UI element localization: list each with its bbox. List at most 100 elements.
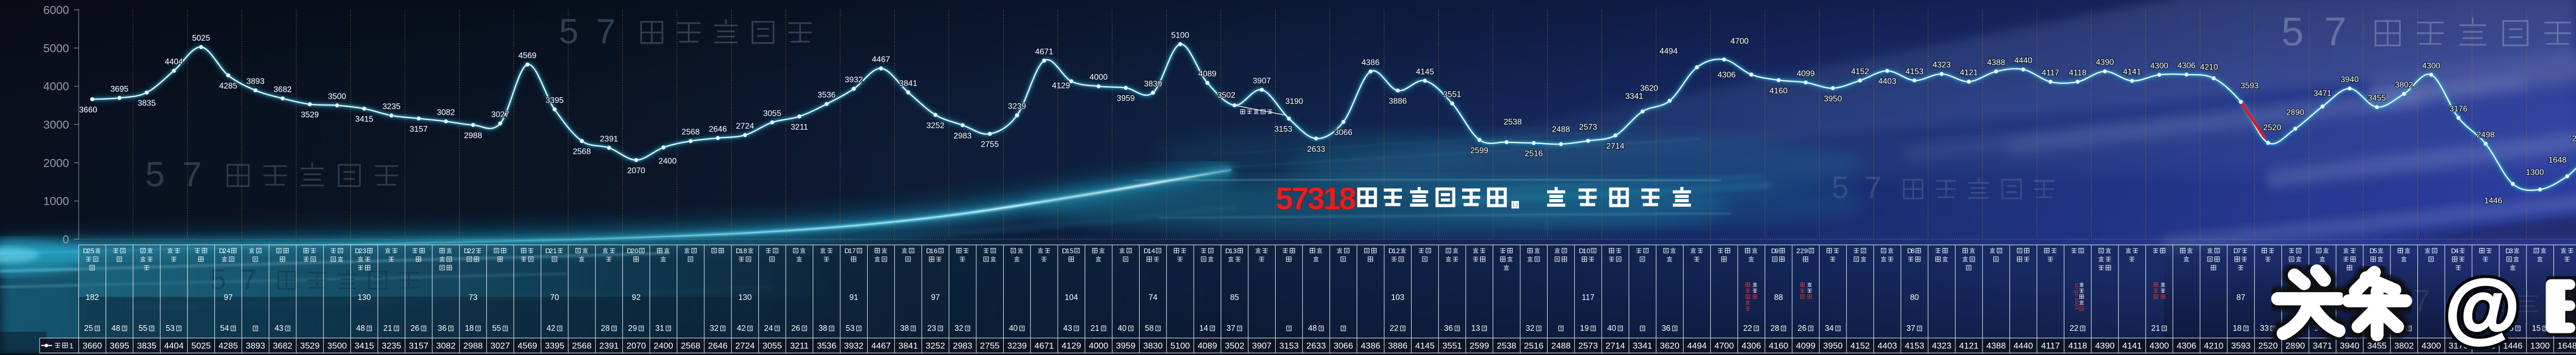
svg-text:4089: 4089	[1198, 70, 1216, 79]
svg-text:55: 55	[492, 324, 501, 333]
svg-text:2714: 2714	[1605, 341, 1625, 351]
svg-text:7: 7	[2324, 9, 2346, 54]
svg-text:9: 9	[1804, 247, 1808, 255]
svg-text:4129: 4129	[1052, 82, 1070, 91]
svg-text:3415: 3415	[354, 341, 374, 351]
svg-text:4390: 4390	[2095, 341, 2115, 351]
svg-text:D: D	[1144, 247, 1149, 255]
svg-text:28: 28	[601, 324, 609, 333]
svg-text:130: 130	[358, 293, 371, 302]
svg-text:3502: 3502	[1217, 91, 1235, 100]
svg-text:2: 2	[471, 247, 475, 255]
svg-text:4440: 4440	[2013, 341, 2033, 351]
svg-text:5: 5	[145, 155, 165, 194]
svg-text:4386: 4386	[1362, 59, 1380, 67]
svg-text:3471: 3471	[2313, 90, 2331, 98]
svg-text:2988: 2988	[463, 341, 483, 351]
svg-text:5025: 5025	[192, 34, 210, 43]
svg-text:3082: 3082	[436, 341, 455, 351]
svg-text:7: 7	[596, 12, 616, 51]
svg-text:1: 1	[739, 247, 743, 255]
svg-text:2724: 2724	[735, 341, 755, 351]
svg-text:1: 1	[553, 247, 556, 255]
svg-text:D: D	[1907, 247, 1912, 255]
svg-text:1446: 1446	[2503, 341, 2522, 351]
svg-text:130: 130	[738, 293, 752, 302]
svg-text:2988: 2988	[464, 131, 482, 140]
svg-text:3341: 3341	[1625, 92, 1643, 101]
svg-text:4: 4	[2455, 247, 2459, 255]
svg-text:3176: 3176	[2449, 104, 2467, 113]
svg-text:28: 28	[1770, 324, 1779, 333]
svg-text:3341: 3341	[1633, 341, 1652, 351]
svg-text:D: D	[219, 247, 224, 255]
svg-text:55: 55	[139, 324, 147, 333]
svg-text:5: 5	[1070, 247, 1073, 255]
svg-text:58: 58	[1145, 324, 1154, 333]
svg-text:3529: 3529	[300, 341, 319, 351]
svg-text:3471: 3471	[2313, 341, 2332, 351]
svg-text:4403: 4403	[1877, 341, 1897, 351]
svg-text:3055: 3055	[762, 341, 782, 351]
svg-text:1: 1	[1583, 247, 1586, 255]
svg-text:D: D	[627, 247, 632, 255]
svg-text:48: 48	[1308, 324, 1317, 333]
svg-text:D: D	[2233, 247, 2239, 255]
svg-text:4117: 4117	[2042, 69, 2059, 78]
svg-text:3153: 3153	[1274, 125, 1292, 134]
svg-text:21: 21	[1091, 324, 1099, 333]
svg-text:32: 32	[1526, 324, 1534, 333]
svg-text:D: D	[1225, 247, 1230, 255]
svg-text:3802: 3802	[2394, 341, 2414, 351]
svg-text:2: 2	[468, 247, 471, 255]
svg-text:4306: 4306	[1741, 341, 1761, 351]
svg-text:2: 2	[631, 247, 634, 255]
svg-text:42: 42	[547, 324, 555, 333]
svg-text:48: 48	[111, 324, 120, 333]
svg-text:2: 2	[1797, 247, 1800, 255]
svg-text:3239: 3239	[1008, 102, 1026, 111]
svg-text:4285: 4285	[219, 82, 237, 91]
svg-text:2: 2	[87, 247, 91, 255]
svg-text:43: 43	[1063, 324, 1072, 333]
svg-text:2599: 2599	[1470, 146, 1488, 155]
svg-text:24: 24	[764, 324, 773, 333]
svg-text:87: 87	[2236, 293, 2245, 302]
svg-text:3835: 3835	[137, 341, 157, 351]
svg-text:3235: 3235	[382, 341, 401, 351]
svg-text:8: 8	[1911, 247, 1914, 255]
svg-text:1: 1	[1066, 247, 1070, 255]
svg-text:4153: 4153	[1905, 67, 1923, 76]
svg-text:33: 33	[2260, 324, 2269, 333]
svg-text:4467: 4467	[872, 56, 890, 64]
svg-text:D: D	[355, 247, 360, 255]
svg-text:5: 5	[559, 12, 579, 51]
svg-text:3536: 3536	[817, 341, 836, 351]
svg-text:2488: 2488	[1552, 126, 1570, 134]
svg-text:2568: 2568	[573, 148, 591, 156]
svg-text:3907: 3907	[1252, 341, 1272, 351]
svg-text:4700: 4700	[1731, 37, 1749, 46]
svg-text:4153: 4153	[1905, 341, 1924, 351]
svg-text:2983: 2983	[954, 132, 972, 140]
svg-text:D: D	[844, 247, 850, 255]
svg-text:2000: 2000	[43, 156, 69, 169]
svg-text:25: 25	[84, 324, 93, 333]
svg-text:3695: 3695	[110, 341, 129, 351]
svg-text:3: 3	[363, 247, 366, 255]
svg-text:2498: 2498	[2477, 131, 2495, 139]
svg-text:3620: 3620	[1640, 84, 1658, 93]
svg-text:3500: 3500	[327, 341, 347, 351]
svg-text:57318: 57318	[1276, 181, 1356, 216]
svg-text:4000: 4000	[1089, 341, 1108, 351]
svg-text:3886: 3886	[1388, 97, 1406, 106]
svg-text:4141: 4141	[2123, 68, 2141, 77]
svg-text:2599: 2599	[1469, 341, 1489, 351]
svg-text:4569: 4569	[518, 51, 536, 60]
svg-text:97: 97	[931, 293, 940, 302]
svg-text:3027: 3027	[491, 111, 509, 119]
svg-text:26: 26	[411, 324, 419, 333]
svg-text:3593: 3593	[2241, 81, 2259, 90]
svg-text:26: 26	[1798, 324, 1806, 333]
svg-text:1648: 1648	[2548, 156, 2566, 165]
